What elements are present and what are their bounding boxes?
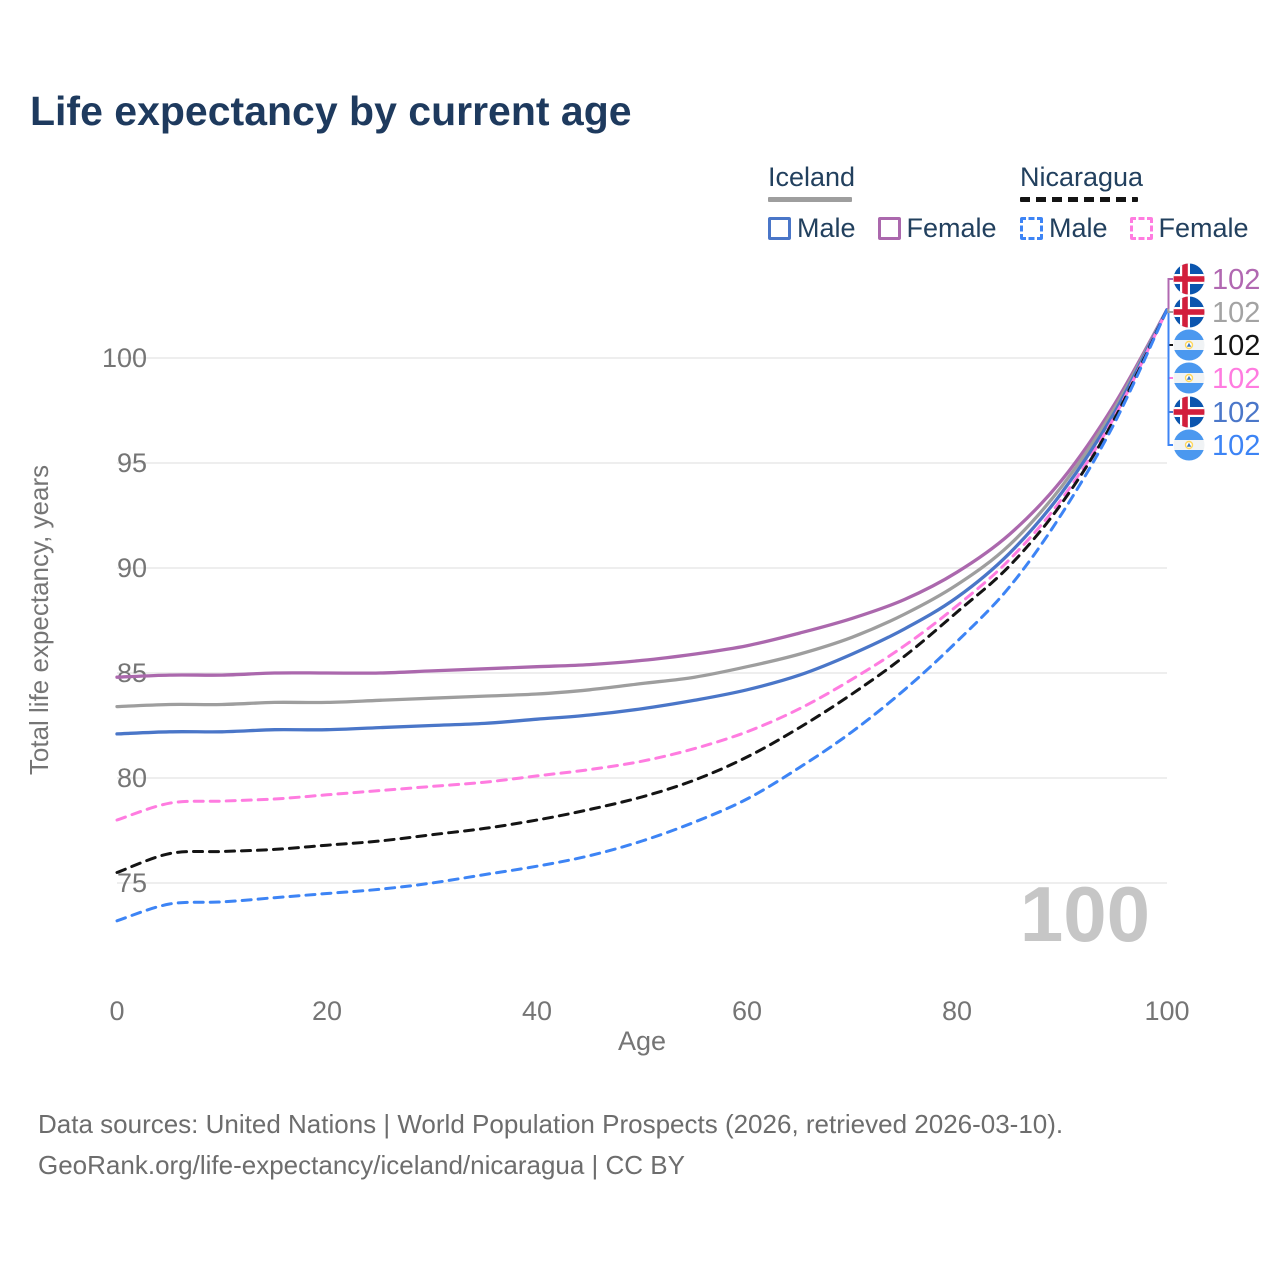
- end-value-label: 102: [1212, 397, 1260, 429]
- y-axis-title: Total life expectancy, years: [24, 465, 54, 775]
- legend-item-nicaragua-male[interactable]: Male: [1020, 213, 1108, 244]
- legend-group-nicaragua: Nicaragua Male Female: [1020, 162, 1249, 244]
- legend-item-iceland-female[interactable]: Female: [877, 212, 997, 244]
- footer-url: GeoRank.org/life-expectancy/iceland/nica…: [38, 1150, 685, 1180]
- flag-icon-iceland: [1173, 296, 1205, 328]
- legend-row-nicaragua: Male Female: [1020, 213, 1249, 244]
- x-axis-title: Age: [618, 1026, 666, 1056]
- legend-label-iceland-male: Male: [797, 212, 856, 243]
- legend-item-nicaragua-female[interactable]: Female: [1129, 212, 1249, 244]
- end-value-label: 102: [1212, 430, 1260, 462]
- y-tick-label: 100: [102, 343, 147, 373]
- age-counter-watermark: 100: [1020, 870, 1150, 958]
- legend-underline-iceland: [768, 196, 852, 202]
- legend-swatch-iceland-female[interactable]: [877, 216, 901, 240]
- x-tick-label: 40: [522, 996, 552, 1026]
- series-line-iceland-both-sexes: [115, 308, 1169, 709]
- end-value-label: 102: [1212, 330, 1260, 362]
- x-tick-label: 60: [732, 996, 762, 1026]
- series-line-iceland-male: [115, 308, 1169, 736]
- legend-underline-nicaragua: [1020, 196, 1138, 202]
- x-tick-label: 100: [1144, 996, 1189, 1026]
- series-line-nicaragua-female: [115, 308, 1169, 822]
- flag-icon-iceland: [1173, 396, 1205, 428]
- leader-line: [1167, 278, 1173, 311]
- y-tick-label: 95: [117, 448, 147, 478]
- legend-swatch-iceland-male[interactable]: [768, 216, 791, 240]
- end-value-label: 102: [1212, 363, 1260, 395]
- flag-icon-nicaragua: [1173, 362, 1205, 394]
- legend-swatch-nicaragua-male[interactable]: [1020, 216, 1043, 240]
- legend-label-nicaragua-male: Male: [1049, 212, 1108, 243]
- flag-icon-iceland: [1173, 263, 1205, 295]
- flag-icon-nicaragua: [1173, 329, 1205, 361]
- series-line-iceland-female: [115, 308, 1169, 679]
- legend-country-nicaragua[interactable]: Nicaragua: [1020, 162, 1144, 192]
- legend-row-iceland: Male Female: [768, 213, 997, 244]
- y-tick-label: 85: [117, 658, 147, 688]
- x-tick-label: 80: [942, 996, 972, 1026]
- legend-swatch-nicaragua-female[interactable]: [1129, 216, 1153, 240]
- y-tick-label: 90: [117, 553, 147, 583]
- legend-group-iceland: Iceland Male Female: [768, 162, 997, 244]
- legend-item-iceland-male[interactable]: Male: [768, 213, 856, 244]
- y-tick-label: 80: [117, 763, 147, 793]
- series-line-nicaragua-male: [115, 308, 1169, 923]
- page-title: Life expectancy by current age: [30, 88, 632, 134]
- leader-line: [1167, 308, 1173, 313]
- footer-sources: Data sources: United Nations | World Pop…: [38, 1109, 1064, 1139]
- flag-icon-nicaragua: [1173, 429, 1205, 461]
- footer: Data sources: United Nations | World Pop…: [38, 1104, 1063, 1186]
- x-tick-label: 0: [109, 996, 124, 1026]
- series-line-nicaragua-both-sexes: [115, 308, 1169, 874]
- end-value-label: 102: [1212, 297, 1260, 329]
- end-value-label: 102: [1212, 264, 1260, 296]
- legend-label-iceland-female: Female: [906, 212, 997, 243]
- y-tick-label: 75: [117, 868, 147, 898]
- x-tick-label: 20: [312, 996, 342, 1026]
- legend-country-iceland[interactable]: Iceland: [768, 162, 856, 192]
- legend-label-nicaragua-female: Female: [1158, 212, 1249, 243]
